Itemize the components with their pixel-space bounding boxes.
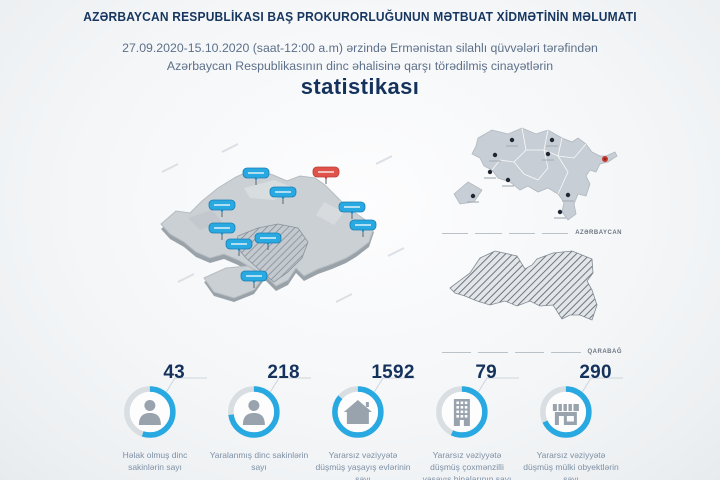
azerbaijan-map-caption: AZƏRBAYCAN bbox=[575, 230, 622, 236]
map-pin-blue bbox=[349, 219, 377, 237]
occupied-region-hatched bbox=[235, 223, 309, 283]
karabakh-outline-hatched bbox=[449, 250, 598, 321]
city-dot bbox=[542, 151, 554, 161]
stat-wounded-civilians: 218 Yaralanmış dinc sakinlərin sayı bbox=[207, 362, 311, 472]
region-borders bbox=[491, 127, 587, 195]
nakhchivan-outline bbox=[453, 181, 483, 205]
city-dot bbox=[467, 193, 479, 203]
divider bbox=[442, 232, 469, 234]
azerbaijan-outline bbox=[471, 127, 618, 221]
stat-value: 218 bbox=[267, 362, 300, 383]
stat-label: Yararsız vəziyyətə düşmüş çoxmənzilli ya… bbox=[422, 450, 512, 480]
city-dot bbox=[562, 192, 574, 202]
map-pin-red bbox=[312, 166, 340, 184]
divider bbox=[442, 351, 472, 353]
statistics-row: 43 Həlak olmuş dinc sakinlərin sayı 218 … bbox=[103, 362, 623, 480]
karabakh-region-map: QARABAĞ bbox=[440, 241, 622, 355]
frontline-regions-map-svg bbox=[160, 143, 405, 303]
divider bbox=[475, 232, 502, 234]
city-dot bbox=[506, 137, 518, 147]
stat-destroyed-civilian-objects: 290 Yararsız vəziyyətə düşmüş mülki obye… bbox=[519, 362, 623, 480]
stat-value: 79 bbox=[475, 362, 498, 383]
progress-ring bbox=[430, 380, 494, 444]
divider bbox=[541, 232, 569, 234]
map-pin-blue bbox=[208, 199, 236, 217]
map-pin-blue bbox=[242, 167, 270, 185]
karabakh-map-caption: QARABAĞ bbox=[587, 349, 622, 355]
progress-ring bbox=[326, 380, 390, 444]
karabakh-map-svg bbox=[449, 250, 598, 321]
stat-label: Yararsız vəziyyətə düşmüş yaşayış evləri… bbox=[315, 450, 411, 480]
stat-killed-civilians: 43 Həlak olmuş dinc sakinlərin sayı bbox=[103, 362, 207, 472]
page-subtitle: 27.09.2020-15.10.2020 (saat-12:00 a.m) ə… bbox=[0, 39, 720, 76]
map-pin-blue bbox=[240, 270, 268, 288]
stat-value: 43 bbox=[163, 362, 186, 383]
progress-ring bbox=[534, 380, 598, 444]
azerbaijan-country-map: AZƏRBAYCAN bbox=[440, 110, 622, 236]
divider bbox=[508, 232, 535, 234]
map-facet bbox=[316, 202, 344, 225]
city-dot bbox=[546, 137, 558, 147]
progress-ring bbox=[222, 380, 286, 444]
subtitle-line-2: Azərbaycan Respublikasının dinc əhalisin… bbox=[166, 59, 554, 74]
map-pin-blue bbox=[225, 238, 253, 256]
subtitle-line-1: 27.09.2020-15.10.2020 (saat-12:00 a.m) ə… bbox=[122, 41, 598, 55]
stat-label: Həlak olmuş dinc sakinlərin sayı bbox=[122, 450, 188, 472]
karabakh-map-legend-row: QARABAĞ bbox=[440, 349, 622, 355]
building-icon bbox=[453, 399, 470, 426]
page-title: AZƏRBAYCAN RESPUBLİKASI BAŞ PROKURORLUĞU… bbox=[83, 10, 637, 24]
stat-label: Yaralanmış dinc sakinlərin sayı bbox=[209, 450, 309, 472]
map-pin-blue bbox=[269, 186, 297, 204]
house-icon bbox=[343, 400, 372, 424]
stat-label: Yararsız vəziyyətə düşmüş mülki obyektlə… bbox=[523, 450, 619, 480]
person-icon bbox=[138, 400, 161, 425]
city-dot bbox=[554, 209, 566, 219]
city-dot bbox=[484, 169, 496, 179]
stat-destroyed-houses: 1592 Yararsız vəziyyətə düşmüş yaşayış e… bbox=[311, 362, 415, 480]
azerbaijan-map-legend-row: AZƏRBAYCAN bbox=[440, 230, 622, 236]
city-dots bbox=[467, 137, 608, 219]
stat-value: 290 bbox=[579, 362, 612, 383]
stat-value: 1592 bbox=[371, 362, 415, 383]
divider bbox=[514, 351, 545, 353]
map-pin-blue bbox=[338, 201, 366, 219]
person-icon bbox=[242, 400, 265, 425]
decorative-dashes bbox=[161, 143, 405, 303]
divider bbox=[478, 351, 508, 353]
divider bbox=[551, 351, 581, 353]
capital-dot-red bbox=[602, 156, 608, 162]
map-pin-blue bbox=[254, 232, 282, 250]
progress-ring bbox=[118, 380, 182, 444]
city-dot bbox=[502, 177, 514, 187]
azerbaijan-map-svg bbox=[453, 127, 618, 221]
city-dot bbox=[489, 152, 501, 162]
shop-icon bbox=[552, 404, 579, 425]
stat-destroyed-apartment-buildings: 79 Yararsız vəziyyətə düşmüş çoxmənzilli… bbox=[415, 362, 519, 480]
frontline-regions-map bbox=[126, 106, 434, 350]
map-pin-blue bbox=[208, 222, 236, 240]
statistics-heading: statistikası bbox=[300, 74, 420, 99]
location-pins bbox=[208, 166, 377, 288]
